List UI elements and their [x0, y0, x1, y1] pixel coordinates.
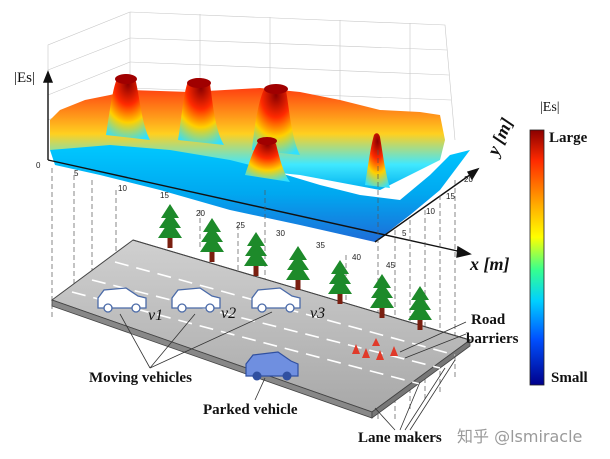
- annotation-leaders: [119, 311, 467, 431]
- y-tick: 5: [402, 229, 407, 238]
- surface-front: [50, 145, 470, 242]
- colorbar-high-label: Large: [549, 130, 588, 146]
- x-tick: 35: [316, 241, 325, 250]
- trees: [158, 204, 432, 330]
- x-ticks: 0 5 10 15 20 25 30 35 40 45: [36, 161, 395, 270]
- road-barriers-label-line2: barriers: [466, 331, 519, 347]
- x-tick: 20: [196, 209, 205, 218]
- plot-axes: [42, 70, 480, 258]
- vehicle-label-v2: v2: [221, 305, 237, 322]
- x-tick: 30: [276, 229, 285, 238]
- x-tick: 15: [160, 191, 169, 200]
- x-tick: 10: [118, 184, 127, 193]
- colorbar: [529, 129, 545, 386]
- road: [50, 239, 472, 419]
- y-tick: 10: [426, 207, 435, 216]
- moving-vehicles: [97, 287, 301, 313]
- x-axis-label: x [m]: [470, 254, 510, 274]
- z-axis-label: |Es|: [14, 70, 36, 86]
- x-tick: 5: [74, 169, 79, 178]
- x-tick: 25: [236, 221, 245, 230]
- x-tick: 0: [36, 161, 41, 170]
- lane-makers-label: Lane makers: [358, 430, 442, 446]
- road-barriers: [352, 338, 398, 360]
- vehicle-label-v3: v3: [310, 305, 326, 322]
- watermark: 知乎 @lsmiracle: [457, 427, 583, 446]
- field-peaks: [106, 74, 390, 188]
- y-tick: 20: [464, 175, 473, 184]
- road-barriers-label-line1: Road: [471, 312, 506, 328]
- x-tick: 40: [352, 253, 361, 262]
- parked-vehicle: [245, 351, 299, 381]
- parked-vehicle-label: Parked vehicle: [203, 402, 298, 418]
- colorbar-low-label: Small: [551, 370, 588, 386]
- y-ticks: 5 10 15 20: [402, 175, 473, 238]
- colorbar-title: |Es|: [540, 100, 560, 115]
- x-tick: 45: [386, 261, 395, 270]
- surface-back: [50, 88, 445, 190]
- moving-vehicles-label: Moving vehicles: [89, 370, 192, 386]
- y-tick: 15: [446, 192, 455, 201]
- vehicle-label-v1: v1: [148, 307, 164, 324]
